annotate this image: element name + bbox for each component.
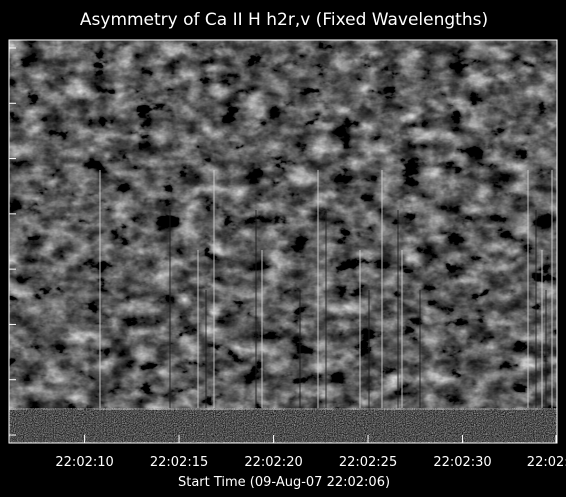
y-axis-ticks: [9, 47, 16, 436]
x-tick-label: 22:02:10: [55, 455, 113, 470]
x-axis-tick-labels: 22:02:10 22:02:15 22:02:20 22:02:25 22:02:30…: [55, 455, 566, 470]
x-tick-label: 22:02:25: [339, 455, 397, 470]
x-tick-label: 22:02:20: [244, 455, 302, 470]
heatmap-image: [9, 40, 557, 443]
x-axis-label: Start Time (09-Aug-07 22:02:06): [178, 475, 390, 490]
x-tick-label: 22:02:30: [433, 455, 491, 470]
x-tick-label: 22:02:15: [150, 455, 208, 470]
granulation-region: [9, 40, 557, 410]
x-axis-ticks: [84, 435, 557, 443]
noise-band: [9, 408, 557, 443]
plot-frame: [8, 39, 558, 444]
chart-title: Asymmetry of Ca II H h2r,v (Fixed Wavele…: [80, 10, 488, 30]
x-tick-label: 22:02:35: [527, 455, 566, 470]
vertical-streaks: [99, 170, 553, 408]
